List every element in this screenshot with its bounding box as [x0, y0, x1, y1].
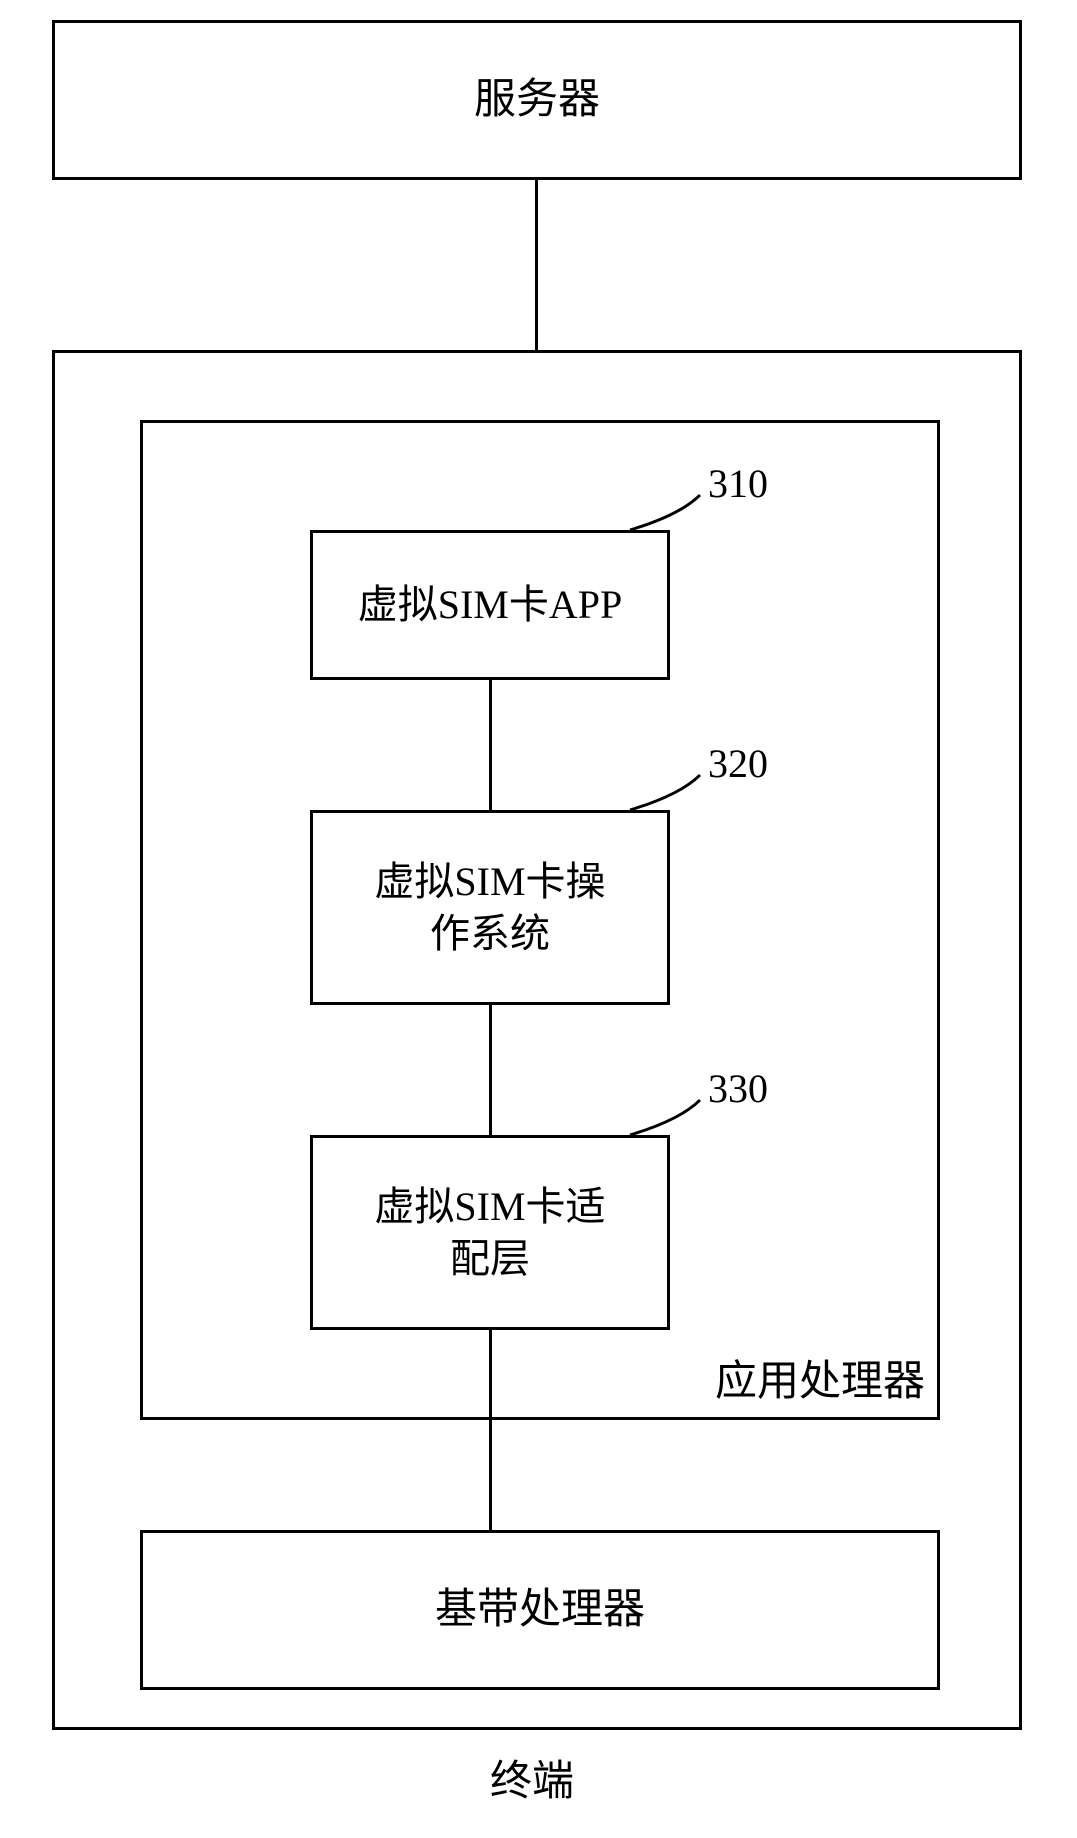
terminal-label: 终端 [490, 1755, 574, 1810]
baseband-box: 基带处理器 [140, 1530, 940, 1690]
app-processor-label: 应用处理器 [715, 1355, 925, 1410]
connector-adapter-baseband [489, 1330, 492, 1530]
ref-330: 330 [708, 1065, 768, 1112]
baseband-label: 基带处理器 [435, 1583, 645, 1638]
